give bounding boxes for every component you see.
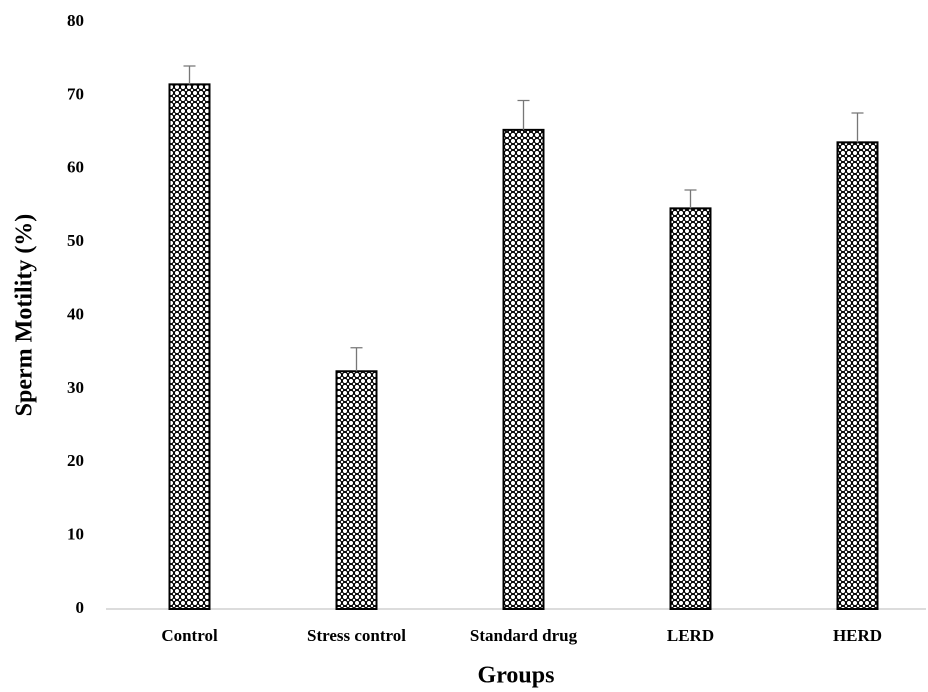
y-tick-label: 50 <box>67 231 84 250</box>
x-tick-label: HERD <box>833 626 882 645</box>
y-tick-label: 60 <box>67 158 84 177</box>
y-tick-label: 40 <box>67 304 84 323</box>
y-tick-label: 30 <box>67 378 84 397</box>
error-bar <box>350 347 363 372</box>
x-tick-label: Stress control <box>307 626 406 645</box>
bar <box>836 141 879 611</box>
y-tick-label: 70 <box>67 84 84 103</box>
y-tick-label: 20 <box>67 451 84 470</box>
x-axis-label: Groups <box>478 663 555 689</box>
bar <box>502 128 545 611</box>
x-tick-label: Control <box>161 626 218 645</box>
error-bar <box>684 189 697 209</box>
y-axis-label: Sperm Motility (%) <box>12 214 38 417</box>
error-bar <box>183 65 196 85</box>
bar <box>669 207 712 610</box>
x-tick-label: Standard drug <box>470 626 578 645</box>
x-tick-label: LERD <box>667 626 714 645</box>
bar <box>335 370 378 611</box>
y-tick-label: 10 <box>67 525 84 544</box>
y-tick-label: 80 <box>67 11 84 30</box>
bar <box>168 83 211 610</box>
error-bar <box>517 99 530 130</box>
error-bar <box>851 112 864 143</box>
y-tick-label: 0 <box>76 598 85 617</box>
